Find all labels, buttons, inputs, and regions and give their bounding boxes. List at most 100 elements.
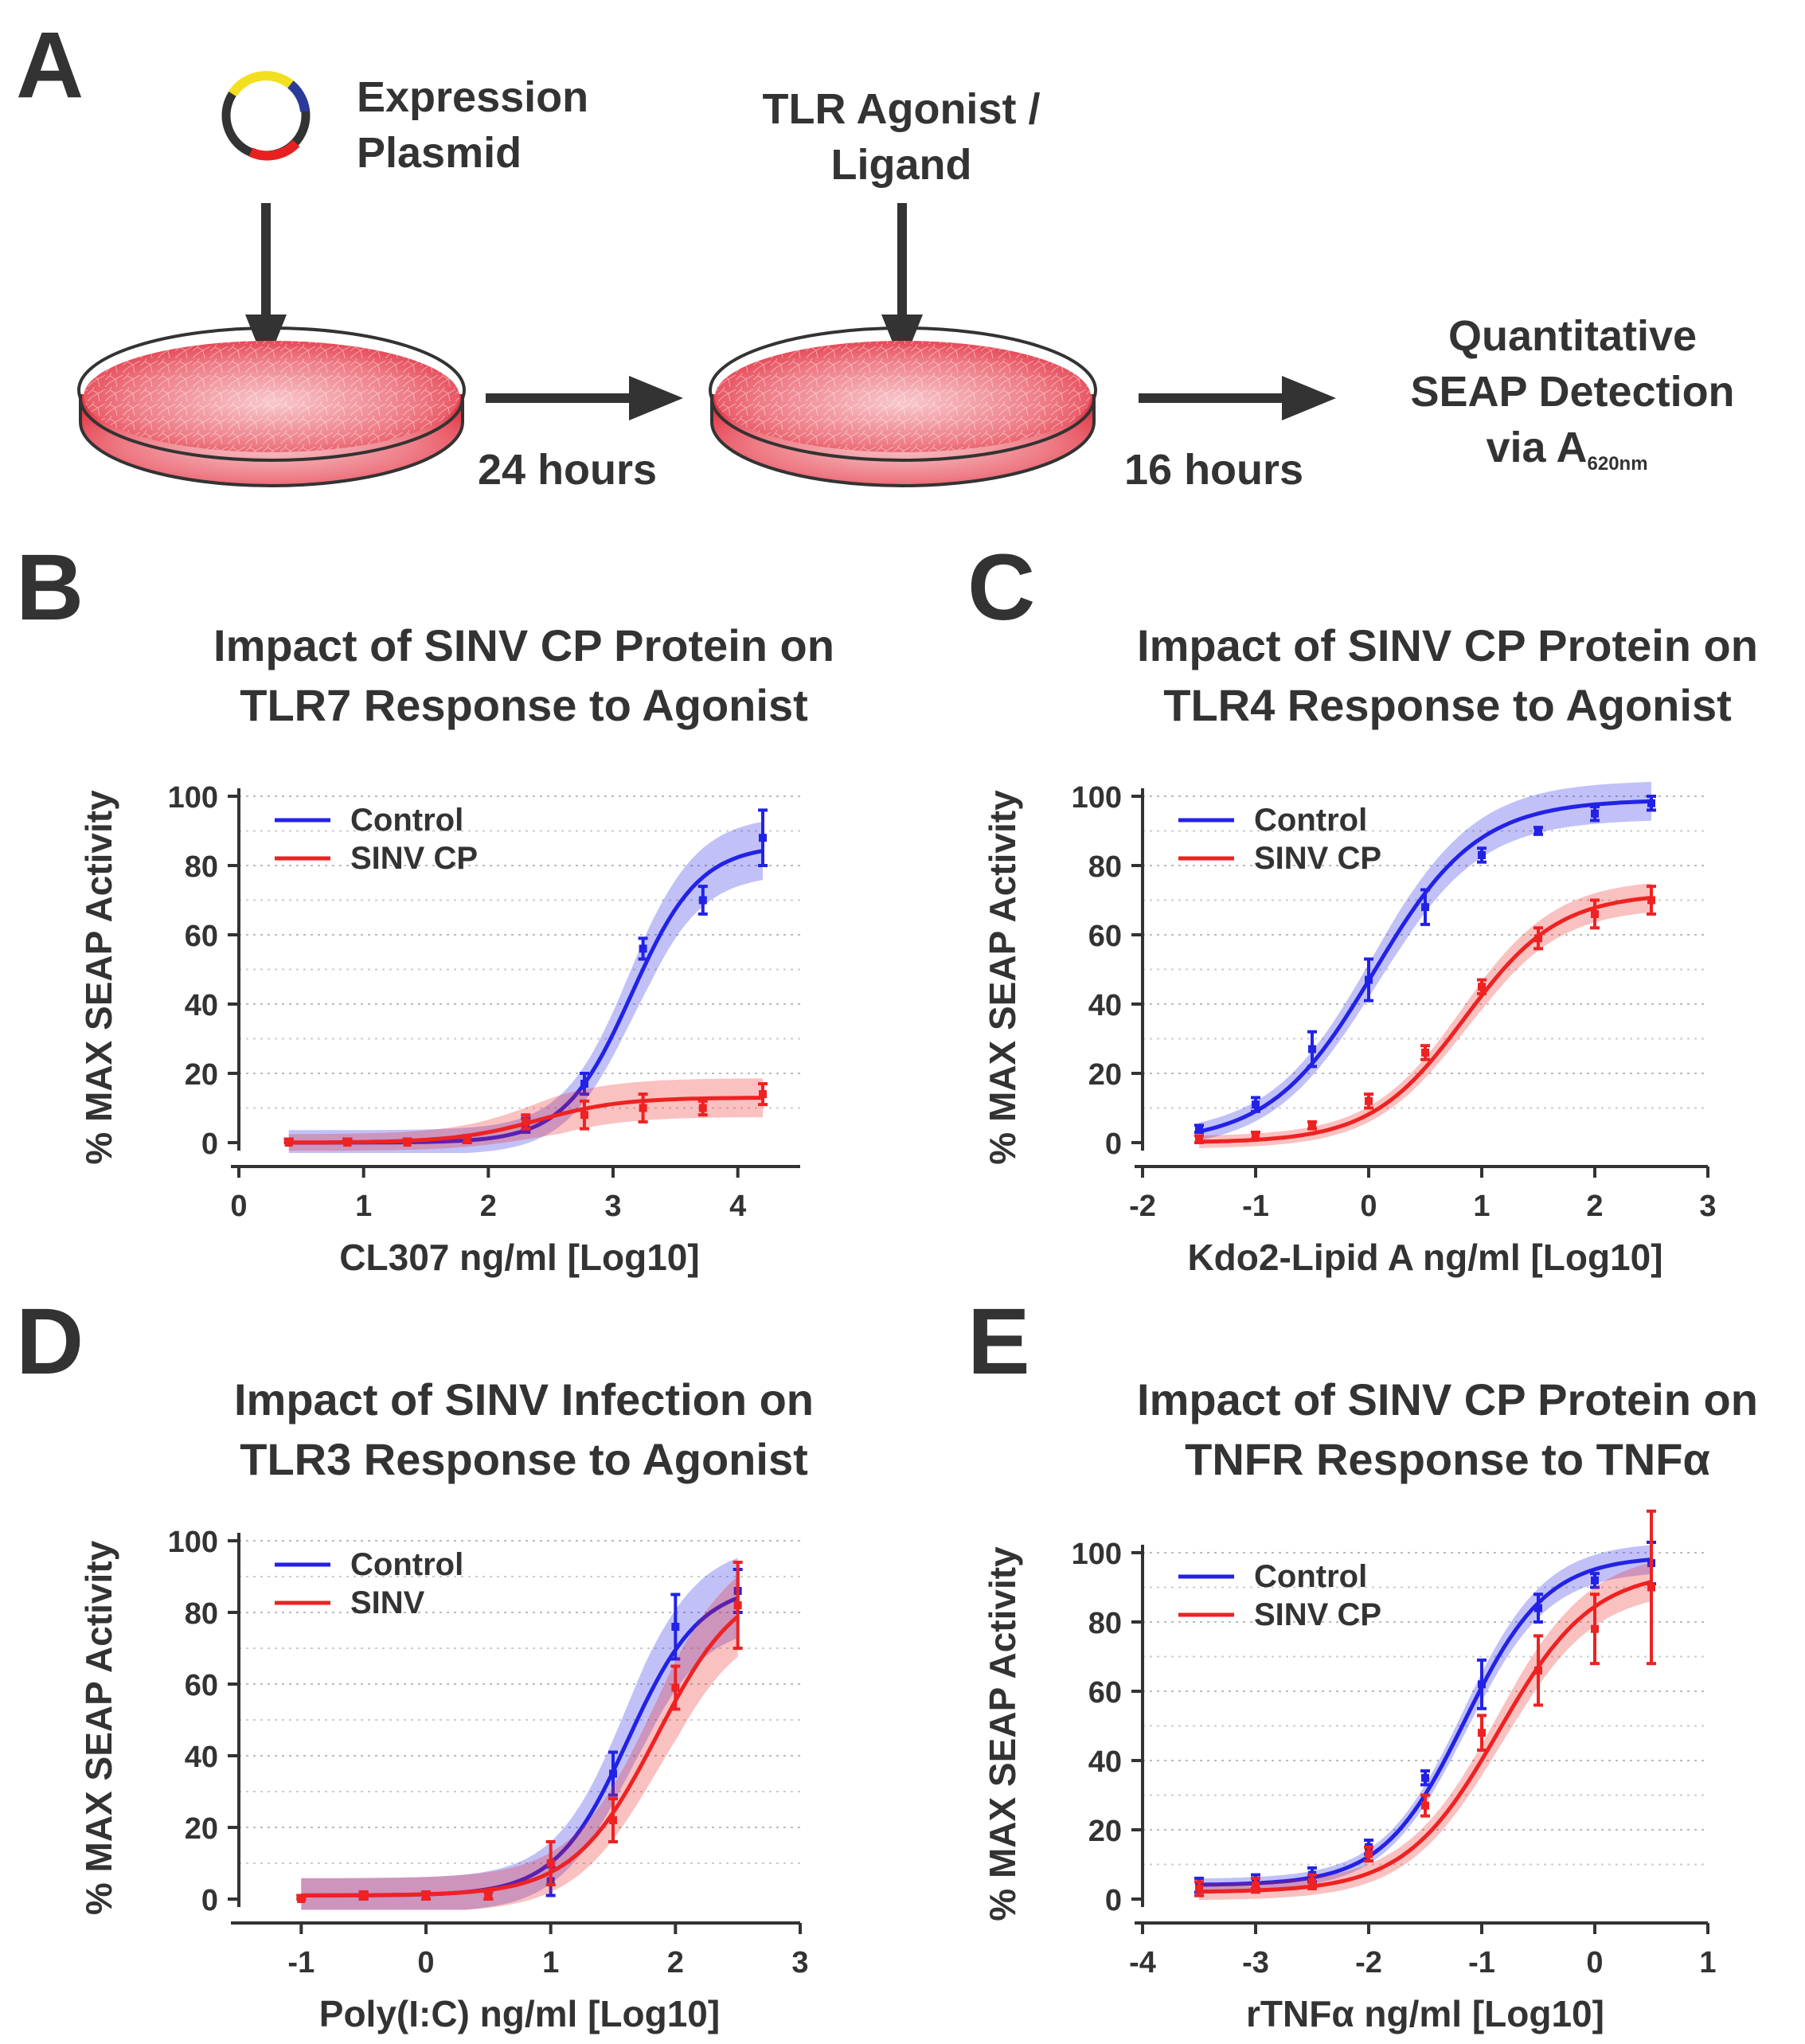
data-point <box>1365 975 1373 984</box>
data-point <box>1591 909 1599 918</box>
series-control <box>1194 782 1656 1141</box>
x-tick-label: 0 <box>417 1946 434 1980</box>
y-axis-label: % MAX SEAP Activity <box>78 1540 119 1915</box>
y-tick-label: 0 <box>1105 1884 1122 1917</box>
data-point <box>759 1090 767 1099</box>
x-axis-label: Poly(I:C) ng/ml [Log10] <box>319 1993 720 2034</box>
panel-letter: D <box>16 1289 84 1394</box>
detection-label-line1: Quantitative <box>1448 312 1697 360</box>
data-point <box>297 1895 306 1903</box>
step2-time: 16 hours <box>1124 446 1303 494</box>
plasmid-label-line1: Expression <box>357 73 588 121</box>
data-point <box>1478 850 1486 859</box>
data-point <box>698 896 707 905</box>
x-tick-label: -1 <box>1242 1190 1269 1223</box>
data-point <box>422 1891 430 1900</box>
x-tick-label: 0 <box>1360 1190 1377 1223</box>
data-point <box>463 1135 471 1143</box>
chart-panel-c: C Impact of SINV CP Protein on TLR4 Respon… <box>967 535 1758 1278</box>
panel-letter: E <box>967 1289 1030 1394</box>
y-tick-label: 100 <box>1072 1538 1122 1571</box>
data-point <box>1365 1096 1373 1105</box>
data-point <box>1534 934 1542 943</box>
data-point <box>1195 1135 1203 1143</box>
data-point <box>1647 1583 1655 1592</box>
legend-label: SINV <box>350 1585 425 1620</box>
confidence-band <box>1199 782 1651 1141</box>
data-point <box>580 1111 588 1120</box>
y-tick-label: 0 <box>1105 1128 1122 1161</box>
y-tick-label: 20 <box>1088 1815 1122 1848</box>
chart-title-line1: Impact of SINV CP Protein on <box>1137 1374 1758 1425</box>
step1-time: 24 hours <box>478 446 657 494</box>
data-point <box>698 1104 707 1112</box>
data-point <box>1421 1773 1429 1782</box>
y-tick-label: 100 <box>168 1526 218 1559</box>
confidence-band <box>288 822 763 1153</box>
confidence-band <box>301 1557 738 1910</box>
x-tick-label: -4 <box>1129 1946 1156 1980</box>
y-axis-label: % MAX SEAP Activity <box>78 790 119 1165</box>
y-tick-label: 20 <box>185 1812 218 1846</box>
x-axis-label: Kdo2-Lipid A ng/ml [Log10] <box>1187 1237 1662 1278</box>
data-point <box>1421 1048 1429 1057</box>
data-point <box>1478 1680 1486 1689</box>
x-tick-label: 3 <box>604 1190 621 1223</box>
chart-title-line2: TLR4 Response to Agonist <box>1163 680 1732 730</box>
y-tick-label: 80 <box>185 1597 218 1631</box>
data-point <box>484 1891 493 1900</box>
data-point <box>1478 1729 1486 1737</box>
x-tick-label: 2 <box>1586 1190 1603 1223</box>
y-tick-label: 40 <box>1088 989 1122 1022</box>
y-tick-label: 60 <box>185 920 218 953</box>
data-point <box>1365 1850 1373 1858</box>
y-tick-label: 60 <box>1088 1676 1122 1710</box>
y-axis-label: % MAX SEAP Activity <box>982 1546 1023 1921</box>
x-tick-label: -1 <box>287 1946 315 1980</box>
plasmid-icon <box>221 71 311 161</box>
arrow-right-icon <box>486 376 683 420</box>
data-point <box>284 1139 293 1147</box>
fit-curve <box>1198 896 1652 1144</box>
data-point <box>1478 983 1486 991</box>
data-point <box>733 1601 742 1609</box>
series-sinv-cp <box>283 1078 768 1151</box>
data-point <box>639 1104 647 1112</box>
data-point <box>580 1080 588 1088</box>
legend-label: Control <box>350 1547 463 1582</box>
data-point <box>1534 1604 1542 1612</box>
y-tick-label: 40 <box>1088 1745 1122 1779</box>
x-axis-label: CL307 ng/ml [Log10] <box>339 1237 699 1278</box>
data-point <box>1591 809 1599 818</box>
x-tick-label: 2 <box>667 1946 684 1980</box>
y-tick-label: 80 <box>1088 850 1122 884</box>
data-point <box>1252 1131 1260 1140</box>
data-point <box>609 1816 617 1824</box>
x-tick-label: 1 <box>355 1190 372 1223</box>
legend-label: SINV CP <box>350 841 478 876</box>
chart-title-line2: TLR7 Response to Agonist <box>240 680 808 730</box>
chart-title-line2: TNFR Response to TNFα <box>1185 1434 1710 1484</box>
data-point <box>1252 1881 1260 1890</box>
data-point <box>1534 827 1542 835</box>
data-point <box>1308 1878 1316 1886</box>
y-tick-label: 60 <box>1088 920 1122 953</box>
detection-subscript: 620nm <box>1588 453 1648 475</box>
data-point <box>343 1139 352 1147</box>
data-point <box>1195 1124 1203 1133</box>
chart-panel-d: D Impact of SINV Infection on TLR3 Respons… <box>16 1289 814 2034</box>
legend-label: SINV CP <box>1254 841 1381 876</box>
data-point <box>403 1139 412 1147</box>
y-tick-label: 100 <box>1072 781 1122 815</box>
x-tick-label: -2 <box>1355 1946 1382 1980</box>
chart-title-line2: TLR3 Response to Agonist <box>240 1434 808 1484</box>
data-point <box>1534 1666 1542 1675</box>
agonist-label-line1: TLR Agonist / <box>763 85 1041 133</box>
x-tick-label: 3 <box>791 1946 808 1980</box>
confidence-band <box>301 1576 738 1910</box>
x-tick-label: 1 <box>1473 1190 1490 1223</box>
data-point <box>1421 903 1429 912</box>
series-sinv-cp <box>1194 883 1656 1148</box>
confidence-band <box>1199 1562 1651 1901</box>
